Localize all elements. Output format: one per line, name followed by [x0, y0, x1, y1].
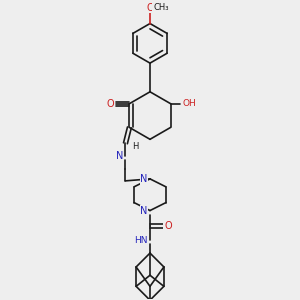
- Text: O: O: [164, 221, 172, 231]
- Text: O: O: [146, 3, 154, 13]
- Text: HN: HN: [134, 236, 148, 245]
- Text: H: H: [132, 142, 139, 151]
- Text: N: N: [116, 151, 123, 161]
- Text: OH: OH: [182, 99, 196, 108]
- Text: CH₃: CH₃: [153, 3, 169, 12]
- Text: O: O: [107, 99, 114, 109]
- Text: N: N: [140, 174, 148, 184]
- Text: N: N: [140, 206, 148, 215]
